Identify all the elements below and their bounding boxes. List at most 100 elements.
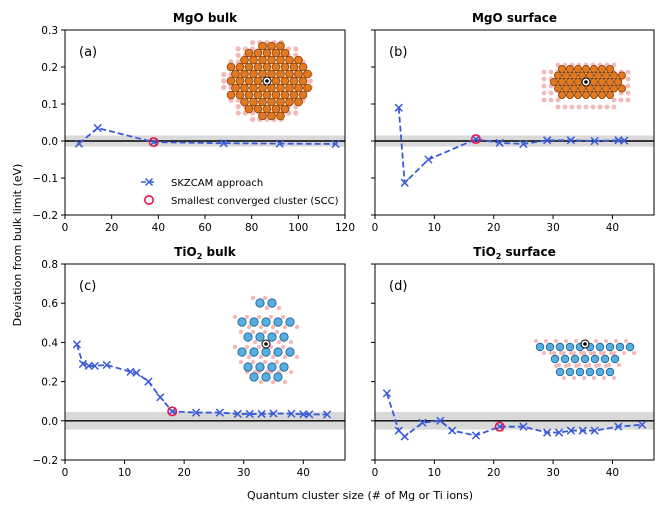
x-tick-label: 20: [105, 222, 118, 234]
data-point: [305, 410, 314, 419]
data-point: [400, 178, 409, 187]
oxygen-atom: [276, 339, 282, 345]
panel-title: MgO surface: [472, 11, 557, 25]
mg-atom: [582, 91, 591, 100]
oxygen-atom: [232, 344, 238, 350]
x-tick-label: 0: [372, 467, 379, 479]
oxygen-atom: [294, 324, 300, 330]
ti-atom: [249, 347, 259, 357]
mg-atom: [590, 91, 599, 100]
mg-atom: [606, 91, 615, 100]
oxygen-atom: [294, 354, 300, 360]
y-tick-label: 0.4: [41, 337, 58, 349]
panel-title-main: MgO bulk: [173, 11, 238, 25]
mg-atom: [280, 62, 290, 72]
mg-atom: [294, 55, 303, 65]
oxygen-atom: [235, 110, 241, 116]
x-tick-label: 80: [245, 222, 258, 234]
data-point: [418, 418, 427, 427]
mg-atom: [289, 62, 299, 72]
oxygen-atom: [280, 344, 286, 350]
oxygen-atom: [258, 354, 264, 360]
mg-atom: [235, 76, 245, 86]
panel-label: (c): [79, 279, 96, 294]
oxygen-atom: [252, 339, 258, 345]
oxygen-atom: [276, 305, 282, 311]
x-tick-label: 40: [606, 467, 619, 479]
oxygen-atom: [564, 339, 568, 343]
oxygen-atom: [592, 376, 596, 380]
oxygen-atom: [617, 363, 621, 367]
oxygen-atom: [250, 40, 256, 46]
cluster-illustration: [232, 295, 300, 385]
x-tick-label: 0: [62, 222, 69, 234]
oxygen-atom: [246, 354, 252, 360]
oxygen-atom: [564, 364, 568, 368]
oxygen-atom: [274, 329, 280, 335]
oxygen-atom: [611, 97, 617, 103]
panel-title-subscript: 2: [496, 252, 502, 261]
oxygen-atom: [632, 351, 636, 355]
oxygen-atom: [541, 76, 547, 82]
mg-atom: [566, 65, 575, 74]
y-tick-label: 0.6: [41, 298, 58, 310]
data-point: [566, 136, 576, 145]
oxygen-atom: [604, 364, 608, 368]
ti-atom: [610, 354, 620, 364]
panel-tio2_bulk: TiO2 bulk (c) 0 10 20 30 40 −0.2 0.0 0.2 0.4 0.6 0.8: [33, 245, 346, 479]
y-tick-label: 0.8: [41, 259, 58, 271]
ti-atom: [255, 298, 265, 308]
data-point: [78, 359, 88, 369]
oxygen-atom: [262, 359, 268, 365]
legend-scc-marker: [144, 195, 155, 206]
oxygen-atom: [232, 314, 238, 320]
data-point: [614, 422, 623, 431]
oxygen-atom: [554, 364, 558, 368]
legend: SKZCAM approach Smallest converged cluste…: [141, 177, 339, 207]
ti-atom: [285, 317, 295, 327]
oxygen-atom: [625, 90, 631, 96]
mg-atom: [285, 55, 294, 65]
panel-label: (a): [79, 45, 97, 60]
oxygen-atom: [534, 339, 538, 343]
oxygen-atom: [270, 379, 276, 385]
mg-atom: [562, 84, 571, 93]
axes-frame: [64, 263, 346, 461]
oxygen-atom: [235, 104, 241, 110]
mg-atom: [244, 104, 254, 114]
data-point: [219, 139, 228, 148]
oxygen-atom: [262, 295, 268, 301]
mg-atom: [602, 71, 611, 80]
mg-atom: [244, 90, 254, 100]
oxygen-atom: [250, 116, 256, 122]
mg-atom: [562, 71, 571, 80]
panel-title-tail: bulk: [202, 245, 236, 259]
oxygen-atom: [549, 351, 553, 355]
oxygen-atom: [244, 344, 250, 350]
mg-atom: [598, 65, 607, 74]
mg-atom: [285, 83, 294, 93]
oxygen-atom: [548, 69, 554, 75]
mg-atom: [276, 111, 285, 121]
oxygen-atom: [221, 72, 227, 78]
y-tick-label: 0.3: [41, 25, 58, 37]
mg-atom: [262, 48, 272, 58]
oxygen-atom: [544, 339, 548, 343]
oxygen-atom: [270, 354, 276, 360]
oxygen-atom: [235, 52, 241, 59]
mg-atom: [240, 97, 249, 107]
oxygen-atom: [307, 78, 313, 84]
mg-atom: [258, 83, 267, 93]
x-tick-label: 0: [372, 222, 379, 234]
panel-title-main: TiO: [174, 245, 197, 259]
ti-atom: [595, 342, 605, 352]
ti-atom: [279, 332, 289, 342]
ti-atom: [585, 367, 595, 377]
ti-atom: [237, 317, 247, 327]
x-tick-label: 120: [335, 222, 355, 234]
mg-atom: [303, 69, 312, 79]
data-point: [233, 409, 242, 419]
oxygen-atom: [293, 110, 299, 116]
oxygen-atom: [625, 97, 631, 103]
data-point: [74, 139, 84, 148]
